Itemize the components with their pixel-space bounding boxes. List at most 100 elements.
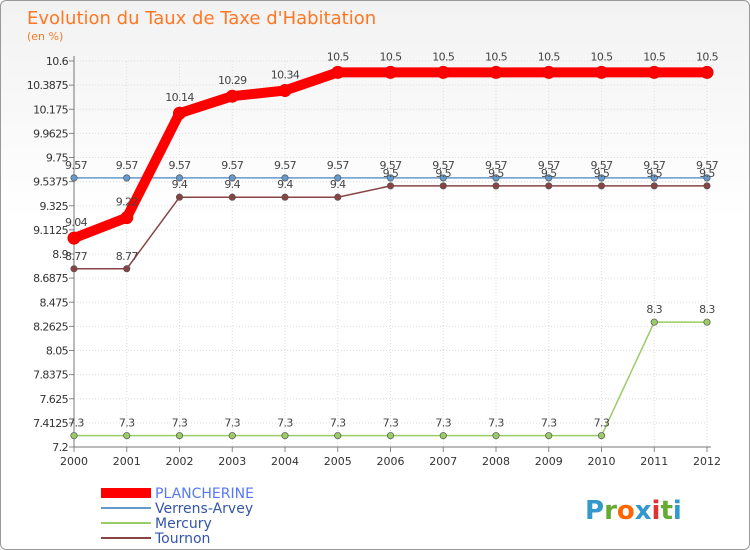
data-point-plancherine: [331, 65, 345, 79]
series-group: [67, 65, 714, 440]
data-label-tournon: 9.4: [277, 178, 293, 191]
chart-subtitle: (en %): [27, 30, 63, 43]
data-label-mercury: 7.3: [119, 417, 135, 430]
data-point-tournon: [703, 182, 711, 190]
data-point-mercury: [650, 318, 658, 326]
data-label-plancherine: 10.5: [643, 50, 666, 63]
data-point-plancherine: [595, 65, 608, 79]
data-label-mercury: 7.3: [435, 417, 451, 430]
data-label-tournon: 9.5: [646, 167, 662, 180]
data-point-mercury: [492, 432, 500, 440]
data-point-verrens-arvey: [228, 174, 236, 182]
data-point-plancherine: [384, 65, 397, 79]
legend-label-tournon: Tournon: [154, 531, 210, 547]
logo-letter: o: [617, 496, 635, 526]
y-tick-label: 7.625: [40, 393, 69, 406]
x-tick-label: 2007: [429, 455, 457, 468]
data-label-mercury: 7.3: [224, 417, 240, 430]
data-point-verrens-arvey: [175, 174, 184, 182]
data-point-tournon: [439, 182, 447, 190]
data-label-mercury: 7.3: [541, 417, 557, 430]
data-label-mercury: 7.3: [68, 417, 84, 430]
data-label-tournon: 8.77: [116, 250, 139, 263]
x-tick-label: 2012: [693, 455, 721, 468]
data-label-plancherine: 10.5: [432, 50, 455, 63]
data-point-verrens-arvey: [597, 174, 606, 182]
data-label-mercury: 8.3: [646, 303, 662, 316]
y-tick-label: 8.2625: [33, 320, 68, 333]
data-point-mercury: [439, 432, 447, 440]
data-label-verrens-arvey: 9.57: [327, 159, 350, 172]
data-label-mercury: 7.3: [488, 417, 504, 430]
data-point-verrens-arvey: [123, 174, 131, 182]
data-point-verrens-arvey: [439, 174, 447, 182]
data-point-tournon: [228, 193, 236, 201]
y-tick-label: 10.6: [46, 55, 69, 68]
data-label-verrens-arvey: 9.57: [432, 159, 455, 172]
data-point-verrens-arvey: [492, 174, 500, 182]
data-label-verrens-arvey: 9.57: [538, 159, 561, 172]
data-point-plancherine: [700, 65, 714, 79]
legend-label-verrens-arvey: Verrens-Arvey: [155, 501, 253, 517]
data-label-tournon: 9.4: [330, 178, 346, 191]
y-tick-label: 8.05: [46, 345, 69, 358]
x-tick-label: 2008: [482, 455, 510, 468]
data-label-plancherine: 10.5: [696, 50, 719, 63]
data-point-mercury: [386, 432, 395, 440]
data-label-mercury: 8.3: [699, 303, 715, 316]
legend-label-mercury: Mercury: [155, 516, 212, 532]
data-point-plancherine: [489, 65, 503, 79]
logo-letter: x: [635, 496, 652, 526]
logo-letter: P: [585, 496, 604, 526]
data-point-tournon: [386, 182, 395, 190]
data-label-mercury: 7.3: [383, 417, 399, 430]
x-tick-label: 2011: [640, 455, 668, 468]
data-label-verrens-arvey: 9.57: [65, 159, 88, 172]
data-label-plancherine: 10.5: [485, 50, 508, 63]
data-label-verrens-arvey: 9.57: [696, 159, 719, 172]
data-point-tournon: [492, 182, 500, 190]
y-tick-label: 7.2: [52, 441, 68, 454]
data-label-mercury: 7.3: [594, 417, 610, 430]
data-point-tournon: [70, 265, 78, 273]
data-point-mercury: [545, 432, 553, 440]
y-tick-label: 8.9: [52, 248, 68, 261]
legend-label-plancherine: PLANCHERINE: [155, 486, 254, 502]
data-point-verrens-arvey: [545, 174, 553, 182]
data-label-plancherine: 10.5: [379, 50, 402, 63]
data-label-verrens-arvey: 9.57: [485, 159, 508, 172]
x-tick-label: 2004: [271, 455, 299, 468]
data-label-tournon: 8.77: [65, 250, 88, 263]
data-label-verrens-arvey: 9.57: [116, 159, 139, 172]
data-point-verrens-arvey: [650, 174, 658, 182]
data-label-plancherine: 10.14: [165, 91, 194, 104]
y-tick-label: 10.3875: [27, 79, 69, 92]
data-label-tournon: 9.4: [172, 178, 188, 191]
x-tick-label: 2009: [535, 455, 563, 468]
data-point-plancherine: [173, 106, 186, 120]
data-label-tournon: 9.5: [488, 167, 504, 180]
y-tick-label: 8.475: [40, 296, 69, 309]
data-label-verrens-arvey: 9.57: [221, 159, 244, 172]
x-tick-label: 2005: [324, 455, 352, 468]
y-tick-label: 9.75: [46, 152, 69, 165]
data-point-tournon: [175, 193, 184, 201]
data-point-plancherine: [120, 211, 134, 225]
data-label-tournon: 9.5: [541, 167, 557, 180]
data-labels: 9.04 9.22 10.14 10.29 10.34 10.5 10.5 10.5 10.5 1…: [65, 50, 719, 429]
y-tick-label: 8.6875: [33, 272, 68, 285]
x-tick-label: 2010: [588, 455, 616, 468]
data-label-verrens-arvey: 9.57: [590, 159, 613, 172]
x-tick-label: 2003: [218, 455, 246, 468]
data-point-mercury: [175, 432, 184, 440]
data-point-mercury: [703, 318, 711, 326]
data-label-verrens-arvey: 9.57: [274, 159, 297, 172]
x-tick-label: 2002: [166, 455, 194, 468]
x-tick-label: 2001: [113, 455, 141, 468]
data-point-plancherine: [278, 84, 292, 98]
data-label-verrens-arvey: 9.57: [643, 159, 666, 172]
data-label-plancherine: 10.5: [327, 50, 350, 63]
x-tick-label: 2000: [60, 455, 88, 468]
data-point-mercury: [228, 432, 236, 440]
